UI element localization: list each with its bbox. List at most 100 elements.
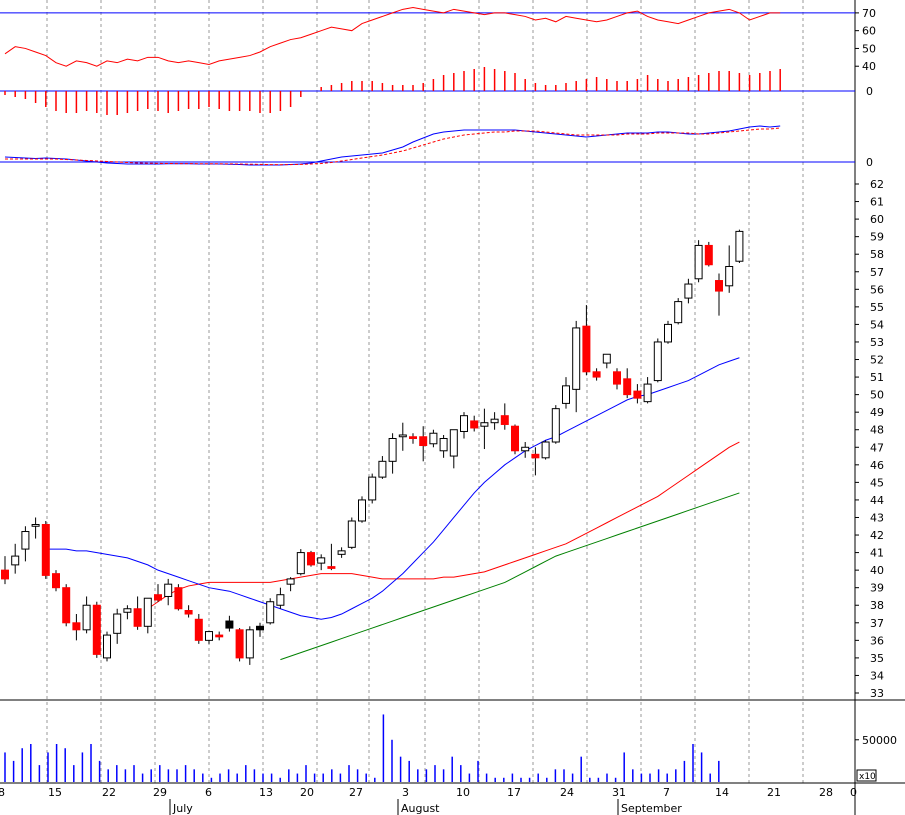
candle-body (368, 476, 377, 501)
x-tick-label: 7 (663, 786, 670, 799)
candle (225, 615, 234, 632)
candle-body (266, 601, 275, 624)
month-label: September (621, 802, 682, 815)
ma-slow-line (280, 492, 740, 661)
x-tick-label: 22 (102, 786, 116, 799)
price-tick-label: 44 (870, 494, 884, 507)
candle (256, 622, 264, 637)
candle-body (327, 566, 336, 569)
candle-body (164, 583, 173, 597)
candle-body (286, 578, 295, 585)
candle (286, 577, 295, 592)
candle (643, 377, 652, 404)
price-tick-label: 46 (870, 459, 884, 472)
candle (378, 456, 387, 479)
volume-unit-label: x10 (859, 772, 876, 782)
candle-body (225, 620, 234, 629)
candle-body (439, 438, 448, 452)
candle (205, 631, 213, 644)
price-tick-label: 61 (870, 196, 884, 209)
price-tick-label: 58 (870, 248, 884, 261)
candle (470, 415, 479, 432)
candle (541, 440, 550, 460)
price-tick-label: 43 (870, 511, 884, 524)
candle (511, 424, 519, 455)
price-tick-label: 57 (870, 266, 884, 279)
candle (653, 338, 662, 383)
candle (337, 547, 346, 558)
candle (1, 556, 9, 585)
candle-body (490, 418, 499, 424)
candle-body (358, 499, 366, 522)
x-tick-label: 31 (612, 786, 626, 799)
candle-body (470, 420, 479, 429)
candle-body (235, 629, 244, 659)
candle-body (613, 371, 621, 385)
price-tick-label: 33 (870, 687, 884, 700)
volume-panel: 50000 x10 (4, 714, 897, 782)
candle (154, 584, 162, 602)
candle (31, 517, 40, 539)
candle (449, 429, 458, 469)
candle-body (449, 429, 458, 457)
candle (92, 601, 101, 658)
candle (296, 549, 305, 576)
rsi-panel: 70 60 50 40 (0, 7, 876, 73)
candle-body (725, 265, 734, 287)
price-tick-label: 38 (870, 599, 884, 612)
candle (347, 517, 356, 550)
candle-body (154, 594, 162, 601)
candle-body (419, 436, 428, 447)
candle (184, 605, 193, 618)
candle (572, 320, 581, 413)
candle-body (184, 610, 193, 615)
candle-body (531, 453, 540, 459)
candle-body (592, 371, 601, 378)
candle-body (11, 555, 20, 566)
candle-body (205, 631, 213, 641)
price-tick-label: 48 (870, 424, 884, 437)
candle (245, 626, 254, 665)
candle (500, 403, 509, 430)
candle-body (480, 422, 489, 427)
candle-body (103, 634, 111, 659)
candle (317, 554, 326, 571)
price-tick-label: 60 (870, 213, 884, 226)
price-tick-label: 56 (870, 283, 884, 296)
candle (276, 587, 285, 609)
candle-body (72, 622, 81, 631)
candle-body (643, 383, 652, 403)
candle-body (296, 552, 305, 575)
candle (235, 628, 244, 662)
x-tick-label: 17 (507, 786, 521, 799)
price-tick-label: 51 (870, 371, 884, 384)
candle-body (500, 415, 509, 425)
candle (704, 241, 713, 267)
candle (715, 273, 723, 316)
candle (62, 584, 71, 627)
candle-body (633, 390, 642, 399)
rsi-tick-label: 70 (862, 7, 876, 20)
rsi-tick-label: 50 (862, 42, 876, 55)
candle-body (715, 280, 723, 292)
macd-zero-label: 0 (866, 156, 873, 169)
candle (480, 408, 489, 450)
ma-mid-line (147, 441, 740, 610)
candle-body (82, 604, 91, 631)
candle-body (62, 587, 71, 624)
candle (664, 320, 672, 344)
x-tick-label: 10 (456, 786, 470, 799)
x-tick-label: 0 (850, 786, 857, 799)
candle-body (347, 520, 356, 548)
macd-line (4, 125, 781, 166)
candle-body (245, 629, 254, 659)
candle-body (694, 244, 703, 280)
candle (266, 598, 275, 625)
price-tick-label: 54 (870, 318, 884, 331)
candle (684, 278, 693, 304)
candle-body (704, 244, 713, 266)
candle (72, 614, 81, 641)
candle (123, 605, 132, 620)
x-tick-label: 6 (205, 786, 212, 799)
